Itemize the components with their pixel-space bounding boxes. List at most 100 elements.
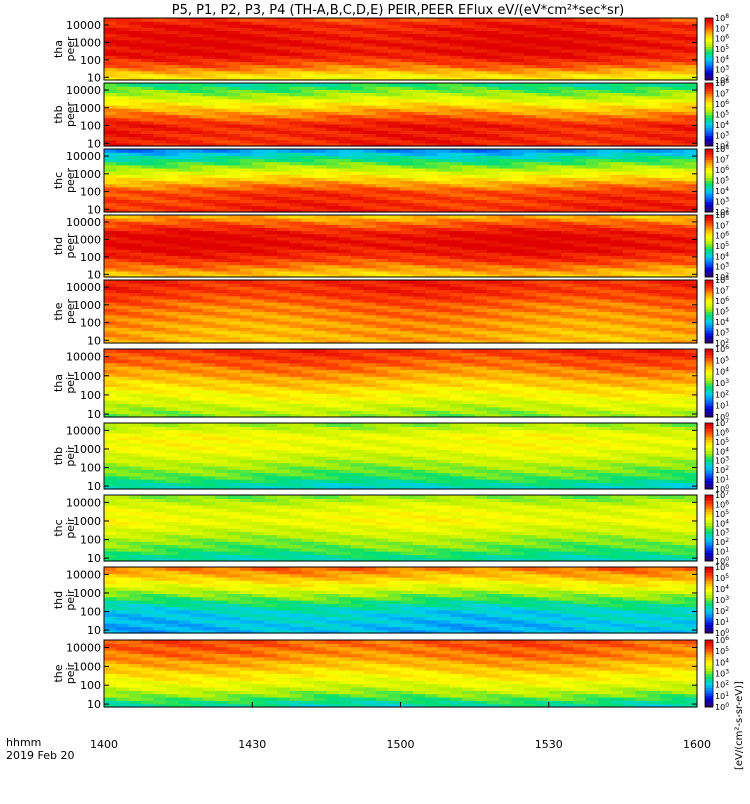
heatmap-cell (166, 83, 179, 87)
heatmap-cell (104, 280, 117, 284)
heatmap-cell (573, 18, 586, 22)
heatmap-cell (166, 215, 179, 219)
colorbar-tick-label: 106 (715, 231, 729, 241)
heatmap-cell (401, 18, 414, 22)
heatmap-cell (129, 83, 142, 87)
heatmap-cell (265, 149, 278, 153)
heatmap-cell (166, 280, 179, 284)
colorbar-tick-label: 107 (715, 155, 729, 165)
heatmap-cell (413, 215, 426, 219)
heatmap-cell (265, 215, 278, 219)
heatmap-cell (401, 149, 414, 153)
colorbar-tick-label: 108 (715, 78, 729, 88)
colorbar-tick-label: 104 (715, 54, 729, 64)
heatmap-cell (178, 83, 191, 87)
heatmap-cell (153, 83, 166, 87)
heatmap-cell (289, 149, 302, 153)
heatmap-cell (339, 215, 352, 219)
colorbar-tick-label: 107 (715, 220, 729, 230)
heatmap-cell (363, 280, 376, 284)
heatmap-cell (252, 149, 265, 153)
y-tick-label: 10000 (66, 19, 101, 32)
heatmap-cell (351, 83, 364, 87)
heatmap-cell (524, 149, 537, 153)
colorbar-tick-label: 105 (715, 241, 729, 251)
heatmap-cell (277, 18, 290, 22)
heatmap-cell (487, 280, 500, 284)
heatmap-cell (512, 215, 525, 219)
heatmap-cell (549, 280, 562, 284)
heatmap-cell (611, 215, 624, 219)
heatmap-cell (524, 83, 537, 87)
heatmap-cell (660, 83, 673, 87)
heatmap-cell (648, 18, 661, 22)
heatmap-cell (153, 18, 166, 22)
heatmap-cell (190, 18, 203, 22)
heatmap-cell (376, 215, 389, 219)
heatmap-cell (685, 83, 698, 87)
colorbar-tick-label: 104 (715, 251, 729, 261)
heatmap-cell (351, 149, 364, 153)
heatmap-cell (252, 280, 265, 284)
heatmap-cell (401, 83, 414, 87)
heatmap-cell (425, 149, 438, 153)
heatmap-cell (586, 215, 599, 219)
heatmap-cell (487, 215, 500, 219)
heatmap-cell (277, 149, 290, 153)
heatmap-cell (141, 18, 154, 22)
heatmap-cell (178, 280, 191, 284)
heatmap-cell (240, 18, 253, 22)
heatmap-cell (462, 18, 475, 22)
heatmap-cell (475, 18, 488, 22)
heatmap-cell (376, 149, 389, 153)
heatmap-cell (289, 280, 302, 284)
heatmap-cell (153, 149, 166, 153)
heatmap-cell (141, 149, 154, 153)
heatmap-cell (314, 83, 327, 87)
colorbar-tick-label: 103 (715, 197, 729, 207)
heatmap-cell (104, 215, 117, 219)
colorbar-tick-label: 108 (715, 144, 729, 154)
heatmap-cell (401, 215, 414, 219)
y-tick-label: 100 (80, 120, 101, 133)
heatmap-cell (475, 280, 488, 284)
heatmap-cell (549, 149, 562, 153)
heatmap-cell (475, 149, 488, 153)
heatmap-cell (438, 83, 451, 87)
heatmap-cell (289, 215, 302, 219)
heatmap-cell (252, 215, 265, 219)
heatmap-cell (561, 149, 574, 153)
heatmap-cell (573, 280, 586, 284)
heatmap-cell (190, 280, 203, 284)
y-tick-label: 10 (87, 137, 101, 150)
heatmap-cell (363, 149, 376, 153)
heatmap-cell (326, 280, 339, 284)
colorbar-tick-label: 106 (715, 165, 729, 175)
heatmap-cell (660, 280, 673, 284)
panel-thb-peer: 10100100010000thbpeer1021031041051061071… (52, 78, 729, 151)
heatmap-cell (685, 215, 698, 219)
heatmap-cell (252, 83, 265, 87)
y-tick-label: 1000 (73, 168, 101, 181)
heatmap-cell (376, 83, 389, 87)
y-tick-label: 1000 (73, 233, 101, 246)
heatmap-cell (228, 83, 241, 87)
heatmap-cell (462, 215, 475, 219)
heatmap-cell (289, 18, 302, 22)
heatmap-cell (635, 215, 648, 219)
colorbar-tick-label: 103 (715, 65, 729, 75)
colorbar-tick-label: 104 (715, 186, 729, 196)
heatmap-cell (215, 215, 228, 219)
heatmap-cell (339, 83, 352, 87)
heatmap-cell (116, 149, 129, 153)
heatmap-cell (413, 83, 426, 87)
heatmap-cell (462, 149, 475, 153)
figure-title: P5, P1, P2, P3, P4 (TH-A,B,C,D,E) PEIR,P… (172, 3, 625, 18)
heatmap-cell (512, 83, 525, 87)
heatmap-cell (598, 83, 611, 87)
heatmap-cell (499, 149, 512, 153)
heatmap-cell (289, 83, 302, 87)
heatmap-cell (351, 18, 364, 22)
colorbar-swatch (705, 149, 713, 152)
